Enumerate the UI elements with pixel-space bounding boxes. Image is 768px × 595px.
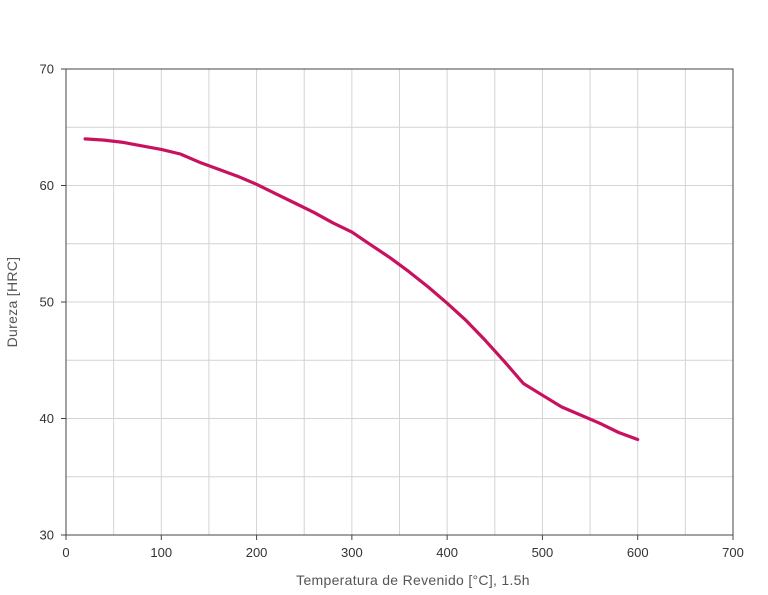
series-line-1 (83, 137, 640, 442)
x-axis-title: Temperatura de Revenido [°C], 1.5h (296, 572, 530, 588)
y-tick-label: 30 (40, 528, 54, 543)
x-tick-label: 700 (722, 545, 744, 560)
x-tick-labels: 0 100 200 300 400 500 600 700 (62, 535, 744, 560)
y-tick-label: 60 (40, 178, 54, 193)
y-tick-label: 50 (40, 295, 54, 310)
y-tick-labels: 30 40 50 60 70 (40, 62, 66, 543)
x-tick-label: 300 (341, 545, 363, 560)
x-tick-label: 200 (246, 545, 268, 560)
y-tick-label: 40 (40, 411, 54, 426)
x-tick-label: 400 (436, 545, 458, 560)
y-tick-label: 70 (40, 62, 54, 77)
x-tick-label: 500 (532, 545, 554, 560)
x-tick-label: 0 (62, 545, 69, 560)
series-group (83, 137, 640, 442)
y-axis-title: Dureza [HRC] (4, 257, 20, 348)
x-tick-label: 100 (150, 545, 172, 560)
grid-lines (66, 69, 733, 535)
x-tick-label: 600 (627, 545, 649, 560)
